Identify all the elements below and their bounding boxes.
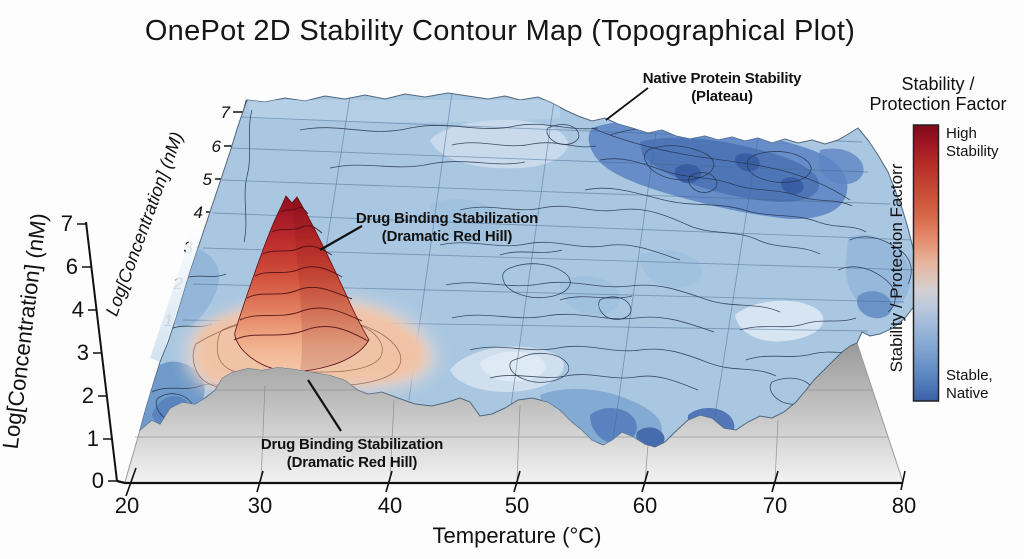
- x-tick-30: 30: [248, 493, 272, 518]
- red-hill: [183, 195, 438, 397]
- z-outer-axis-line: [85, 221, 118, 482]
- floor-grid: [135, 384, 888, 482]
- hill-top-annotation-line1: Drug Binding Stabilization: [356, 210, 538, 227]
- colorbar-title-line1: Stability /: [901, 74, 974, 94]
- x-tick-60: 60: [633, 493, 657, 518]
- surface-grid-horizontal: [182, 116, 917, 332]
- colorbar-side-label: Stability / Protection Factorɾ: [887, 163, 906, 372]
- x-tick-40: 40: [378, 493, 402, 518]
- hill-top-annotation-line2: (Dramatic Red Hill): [382, 228, 513, 245]
- left-wall: [150, 220, 206, 362]
- surface-3d: [139, 92, 919, 448]
- wall-face: [150, 220, 206, 362]
- page-title: OnePot 2D Stability Contour Map (Topogra…: [145, 15, 855, 47]
- z-outer-tick-6: 6: [66, 254, 78, 279]
- x-tick-80: 80: [892, 493, 916, 518]
- colorbar-low-label-line1: Stable,: [946, 367, 993, 384]
- colorbar-title-line2: Protection Factor: [869, 94, 1006, 114]
- z-outer-tick-3: 3: [77, 340, 89, 365]
- z-inner-tick-7: 7: [221, 103, 231, 122]
- z-inner-tick-4: 4: [194, 203, 203, 222]
- colorbar-low-label-line2: Native: [946, 385, 989, 402]
- surface-grid-vertical: [306, 93, 759, 441]
- x-tick-70: 70: [763, 493, 787, 518]
- colorbar-high-label-line1: High: [946, 125, 977, 142]
- x-tick-20: 20: [115, 493, 139, 518]
- z-outer-tick-7: 7: [61, 211, 73, 236]
- z-outer-tick-2: 2: [82, 383, 94, 408]
- floor-surface: [125, 343, 903, 482]
- hill-bottom-annotation-line2: (Dramatic Red Hill): [287, 454, 418, 471]
- x-tick-50: 50: [505, 493, 529, 518]
- hill-cone-shade: [292, 197, 369, 371]
- floor-plane: [124, 342, 904, 483]
- hill-bottom-leader-line: [307, 379, 342, 432]
- colorbar: Stability / Protection Factor Stability …: [869, 74, 1006, 402]
- plateau-annotation-line2: (Plateau): [691, 88, 753, 105]
- z-outer-axis-label: Log[Concentration] (nM): [0, 212, 51, 451]
- z-outer-axis-ticks: [77, 223, 117, 482]
- colorbar-gradient-bar: [912, 124, 940, 402]
- hill-top-leader-line: [319, 225, 363, 251]
- hill-contour-arcs: [233, 207, 369, 342]
- surface-patches: [140, 100, 911, 447]
- hill-bottom-annotation-line1: Drug Binding Stabilization: [261, 436, 443, 453]
- floor-edges: [124, 342, 904, 483]
- plateau-leader-line: [605, 87, 649, 121]
- z-outer-tick-0: 0: [92, 468, 104, 493]
- x-axis-label: Temperature (°C): [433, 523, 602, 548]
- z-outer-tick-1: 1: [87, 426, 99, 451]
- x-axis-line: [116, 479, 903, 485]
- z-inner-tick-6: 6: [212, 137, 222, 156]
- plateau-annotation-line1: Native Protein Stability: [643, 70, 802, 87]
- z-outer-tick-4: 4: [72, 297, 84, 322]
- colorbar-high-label-line2: Stability: [946, 143, 999, 160]
- x-axis-ticks: [125, 467, 906, 497]
- z-inner-tick-5: 5: [203, 170, 213, 189]
- annotations: Native Protein Stability (Plateau) Drug …: [261, 70, 802, 471]
- surface-detail: [140, 93, 917, 447]
